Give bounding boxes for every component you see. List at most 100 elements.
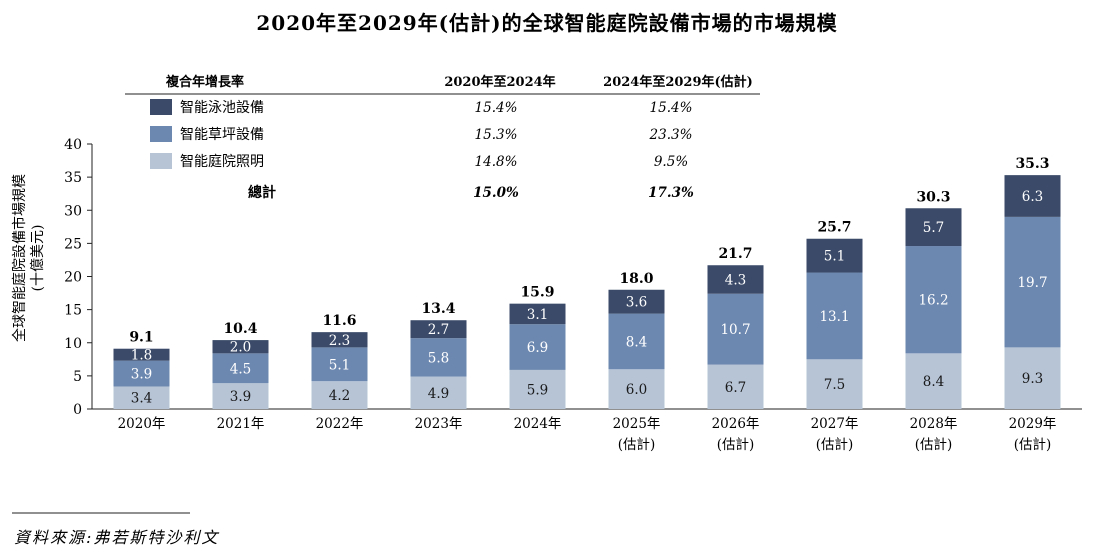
bar-stack: 4.2 5.1 2.3 <box>311 332 368 409</box>
bar-segment <box>806 359 863 409</box>
bar-stack: 7.5 13.1 5.1 <box>806 238 863 409</box>
bar-stack: 5.9 6.9 3.1 <box>509 303 566 409</box>
bar-segment <box>113 360 170 387</box>
bar-total-label: 25.7 <box>817 220 851 236</box>
bar-segment <box>410 320 467 339</box>
y-tick-label: 35 <box>64 170 82 186</box>
x-tick-label: 2020年 <box>118 416 166 432</box>
x-labels: 2020年 2021年 2022年 2023年 2024年 2025年 (估計) 2026年 (… <box>118 416 1057 453</box>
bar-segment-label: 3.6 <box>626 295 647 311</box>
bar-segment <box>212 340 269 354</box>
cagr-pool-p2: 15.4% <box>650 100 693 116</box>
bar-segment <box>707 364 764 409</box>
legend: 智能泳池設備 智能草坪設備 智能庭院照明 總計 <box>150 99 276 201</box>
bar-segment-label: 3.1 <box>527 307 548 323</box>
y-ticks: 0 5 10 15 20 25 30 35 40 <box>64 137 92 418</box>
bar-segment <box>113 386 170 409</box>
x-tick-sublabel: (估計) <box>618 437 656 453</box>
y-tick-label: 10 <box>64 336 82 352</box>
bar-segment <box>410 338 467 377</box>
y-axis-title: 全球智能庭院設備市場規模 (十億美元) <box>11 174 46 342</box>
bar-segment <box>311 347 368 382</box>
bar-segment <box>311 332 368 348</box>
x-tick-sublabel: (估計) <box>717 437 755 453</box>
bar-stack: 4.9 5.8 2.7 <box>410 320 467 409</box>
y-tick-label: 40 <box>64 137 82 153</box>
cagr-total-p1: 15.0% <box>473 185 519 201</box>
bar-segment <box>1004 347 1061 409</box>
x-tick-label: 2024年 <box>514 416 562 432</box>
x-tick-sublabel: (估計) <box>816 437 854 453</box>
bar-segment-label: 5.1 <box>329 357 350 373</box>
y-tick-label: 25 <box>64 236 82 252</box>
x-tick-label: 2026年 <box>712 416 760 432</box>
chart-title: 2020年至2029年(估計)的全球智能庭院設備市場的市場規模 <box>256 11 837 35</box>
x-tick-label: 2025年 <box>613 416 661 432</box>
y-axis-title-text: 全球智能庭院設備市場規模 <box>11 174 28 342</box>
bar-stack: 3.9 4.5 2.0 <box>212 340 269 409</box>
cagr-lawn-p1: 15.3% <box>475 127 518 143</box>
bar-segment <box>212 383 269 409</box>
bar-segment <box>311 381 368 409</box>
y-axis-title-unit: (十億美元) <box>30 225 46 292</box>
bar-segment-label: 9.3 <box>1022 371 1043 387</box>
x-tick-label: 2023年 <box>415 416 463 432</box>
cagr-lighting-p2: 9.5% <box>654 154 688 170</box>
bar-segment <box>707 265 764 294</box>
bar-segment <box>806 272 863 360</box>
legend-swatch-pool <box>150 99 172 115</box>
bar-segment-label: 3.9 <box>230 389 251 405</box>
bar-segment-label: 16.2 <box>918 293 948 309</box>
bar-total-label: 9.1 <box>129 330 153 346</box>
bar-segment-label: 2.0 <box>230 340 251 356</box>
bar-total-label: 11.6 <box>322 313 356 329</box>
cagr-total-p2: 17.3% <box>648 185 694 201</box>
bar-segment-label: 4.2 <box>329 388 350 404</box>
bar-segment <box>509 324 566 370</box>
bar-segment-label: 13.1 <box>819 309 849 325</box>
cagr-pool-p1: 15.4% <box>475 100 518 116</box>
bar-segment <box>1004 175 1061 217</box>
x-tick-label: 2027年 <box>811 416 859 432</box>
x-tick-label: 2029年 <box>1009 416 1057 432</box>
bar-stack: 6.7 10.7 4.3 <box>707 265 764 409</box>
bar-segment-label: 19.7 <box>1017 275 1047 291</box>
bar-segment-label: 4.3 <box>725 272 746 288</box>
source-text: 資料來源:弗若斯特沙利文 <box>14 528 219 547</box>
legend-swatch-lighting <box>150 153 172 169</box>
bar-segment <box>806 238 863 273</box>
x-tick-label: 2022年 <box>316 416 364 432</box>
bar-segment-label: 8.4 <box>626 334 647 350</box>
bar-segment <box>509 303 566 325</box>
bar-segment <box>905 208 962 247</box>
bar-segment-label: 3.4 <box>131 391 152 407</box>
x-tick-label: 2021年 <box>217 416 265 432</box>
bar-segment <box>608 289 665 314</box>
legend-label-lawn: 智能草坪設備 <box>180 127 264 143</box>
bar-stack: 8.4 16.2 5.7 <box>905 208 962 409</box>
y-tick-label: 20 <box>64 270 82 286</box>
x-tick-sublabel: (估計) <box>1014 437 1052 453</box>
bar-segment <box>608 369 665 409</box>
bar-segment-label: 6.0 <box>626 382 647 398</box>
bar-segment-label: 5.9 <box>527 382 548 398</box>
bar-segment <box>1004 216 1061 348</box>
bar-segment-label: 4.5 <box>230 361 251 377</box>
cagr-period1-header: 2020年至2024年 <box>444 74 555 90</box>
y-tick-label: 30 <box>64 203 82 219</box>
bar-segment-label: 8.4 <box>923 374 944 390</box>
y-tick-label: 15 <box>64 303 82 319</box>
bar-segment <box>905 246 962 354</box>
bar-segment-label: 4.9 <box>428 386 449 402</box>
bar-segment <box>113 348 170 361</box>
cagr-period2-header: 2024年至2029年(估計) <box>603 74 753 90</box>
x-tick-sublabel: (估計) <box>915 437 953 453</box>
bar-segment <box>905 353 962 409</box>
bar-segment-label: 2.7 <box>428 322 449 338</box>
bar-segment <box>410 376 467 409</box>
bar-segment-label: 5.7 <box>923 220 944 236</box>
bar-total-label: 35.3 <box>1015 156 1049 172</box>
bar-segment-label: 7.5 <box>824 377 845 393</box>
bar-segment-label: 5.8 <box>428 350 449 366</box>
